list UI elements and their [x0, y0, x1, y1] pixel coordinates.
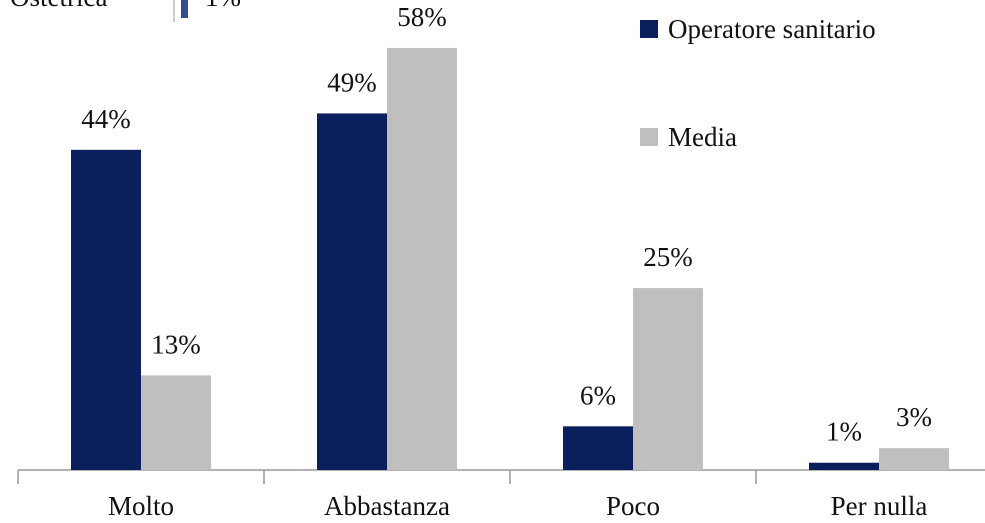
bar	[317, 113, 387, 470]
value-label: 13%	[151, 329, 201, 359]
bar	[809, 462, 879, 470]
value-label: 6%	[580, 380, 616, 410]
bar	[563, 426, 633, 470]
x-tick-label: Abbastanza	[324, 491, 450, 521]
value-label: 44%	[81, 104, 131, 134]
bar	[71, 149, 141, 471]
x-tick-label: Per nulla	[831, 491, 928, 521]
value-label: 1%	[826, 417, 862, 447]
legend-swatch	[640, 128, 658, 146]
x-tick-label: Molto	[108, 491, 174, 521]
value-label: 58%	[397, 2, 447, 32]
value-label: 25%	[643, 242, 693, 272]
fragment-value: 1%	[205, 0, 241, 12]
legend-label: Media	[668, 122, 737, 152]
fragment-bar	[181, 0, 188, 18]
bar	[633, 288, 703, 470]
legend-label: Operatore sanitario	[668, 14, 876, 44]
legend-swatch	[640, 20, 658, 38]
bar	[141, 375, 211, 470]
value-label: 49%	[327, 67, 377, 97]
fragment-label: Ostetrica	[10, 0, 107, 12]
bar	[879, 448, 949, 470]
bar	[387, 47, 457, 470]
x-tick-label: Poco	[606, 491, 660, 521]
value-label: 3%	[896, 402, 932, 432]
